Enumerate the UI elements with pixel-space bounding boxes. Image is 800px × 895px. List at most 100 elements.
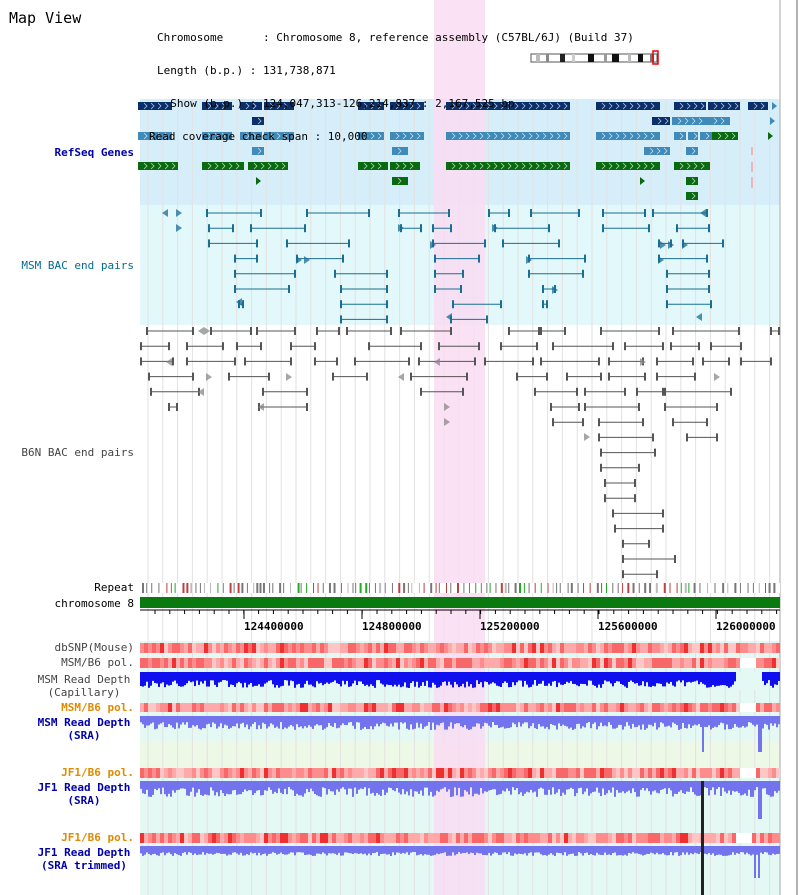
depth-bar [394, 781, 396, 792]
strip-cell [640, 768, 644, 778]
gene-strand-mark [451, 132, 456, 140]
repeat-element [589, 583, 591, 593]
strip-cell [372, 703, 376, 712]
bac-end [600, 372, 602, 381]
depth-bar [718, 672, 720, 686]
bac-end [716, 403, 718, 411]
depth-bar [178, 672, 180, 687]
depth-bar [228, 846, 230, 855]
bac-end [290, 357, 292, 366]
strip-cell [576, 833, 580, 843]
depth-bar [460, 781, 462, 797]
strip-cell [472, 643, 476, 653]
depth-bar [222, 672, 224, 681]
track-label-refseq[interactable]: RefSeq Genes [54, 146, 134, 159]
depth-bar [238, 781, 240, 795]
strip-cell [164, 658, 168, 668]
repeat-element [523, 583, 525, 593]
depth-bar [240, 672, 242, 684]
strip-cell [700, 703, 704, 712]
strip-cell [200, 833, 204, 843]
track-label-msm-b6-pol-2[interactable]: MSM/B6 pol. [61, 701, 134, 714]
depth-bar [252, 846, 254, 854]
strip-cell [140, 658, 144, 668]
strip-cell [288, 643, 292, 653]
strip-cell [348, 658, 352, 668]
depth-bar [534, 781, 536, 792]
track-label-jf1-b6-pol-2[interactable]: JF1/B6 pol. [61, 831, 134, 844]
track-label-msm-depth-capillary[interactable]: MSM Read Depth (Capillary) [30, 673, 138, 699]
depth-bar [366, 781, 368, 796]
repeat-element [727, 583, 729, 593]
depth-bar [430, 781, 432, 792]
track-label-jf1-depth-trimmed[interactable]: JF1 Read Depth (SRA trimmed) [30, 846, 138, 872]
depth-bar [292, 846, 294, 853]
depth-bar [582, 672, 584, 684]
track-label-jf1-b6-pol[interactable]: JF1/B6 pol. [61, 766, 134, 779]
gene-strand-mark [622, 132, 627, 140]
depth-bar [700, 716, 702, 728]
strip-cell [516, 703, 520, 712]
depth-bar [274, 846, 276, 853]
depth-bar [320, 781, 322, 797]
strip-cell [308, 658, 312, 668]
bac-end [346, 327, 348, 335]
track-label-jf1-depth-sra[interactable]: JF1 Read Depth (SRA) [30, 781, 138, 807]
strip-cell [512, 658, 516, 668]
track-label-msm-depth-sra[interactable]: MSM Read Depth (SRA) [30, 716, 138, 742]
strip-cell [240, 768, 244, 778]
gene-strand-mark [700, 102, 705, 110]
strip-cell [544, 833, 548, 843]
strip-cell [576, 703, 580, 712]
depth-bar [646, 672, 648, 683]
depth-bar [720, 781, 722, 796]
depth-bar [760, 716, 762, 752]
repeat-element [552, 583, 554, 593]
depth-bar [206, 716, 208, 725]
strip-cell [272, 658, 276, 668]
strip-cell [420, 703, 424, 712]
track-label-msm-bac[interactable]: MSM BAC end pairs [21, 259, 134, 272]
depth-bar [608, 781, 610, 791]
strip-cell [520, 833, 524, 843]
depth-bar [492, 716, 494, 723]
strip-cell [736, 833, 740, 843]
bac-arrow [640, 358, 646, 366]
strip-cell [524, 768, 528, 778]
strip-cell [436, 833, 440, 843]
depth-bar [636, 716, 638, 727]
strip-cell [616, 703, 620, 712]
track-label-b6n-bac[interactable]: B6N BAC end pairs [21, 446, 134, 459]
track-label-dbsnp[interactable]: dbSNP(Mouse) [54, 641, 134, 654]
depth-bar [476, 846, 478, 853]
gene-strand-mark [235, 162, 240, 170]
depth-bar [336, 716, 338, 729]
depth-bar [594, 672, 596, 686]
depth-bar [766, 781, 768, 795]
strip-cell [344, 703, 348, 712]
depth-bar [222, 716, 224, 729]
repeat-element [374, 583, 376, 593]
depth-bar [672, 672, 674, 686]
track-label-repeat[interactable]: Repeat [94, 581, 134, 594]
depth-bar [232, 846, 234, 853]
gene-strand-mark [472, 132, 477, 140]
strip-cell [512, 703, 516, 712]
bac-arrow [198, 388, 204, 396]
depth-bar [572, 716, 574, 730]
depth-bar [312, 672, 314, 687]
strip-cell [320, 703, 324, 712]
strip-cell [648, 643, 652, 653]
strip-cell [152, 833, 156, 843]
depth-bar [428, 716, 430, 723]
strip-cell [720, 833, 724, 843]
strip-cell [552, 643, 556, 653]
strip-cell [336, 643, 340, 653]
depth-bar [766, 716, 768, 725]
gene-strand-mark [397, 147, 402, 155]
strip-cell [540, 833, 544, 843]
depth-bar [248, 672, 250, 685]
depth-bar [720, 716, 722, 723]
track-label-msm-b6-pol[interactable]: MSM/B6 pol. [61, 656, 134, 669]
strip-cell [356, 833, 360, 843]
